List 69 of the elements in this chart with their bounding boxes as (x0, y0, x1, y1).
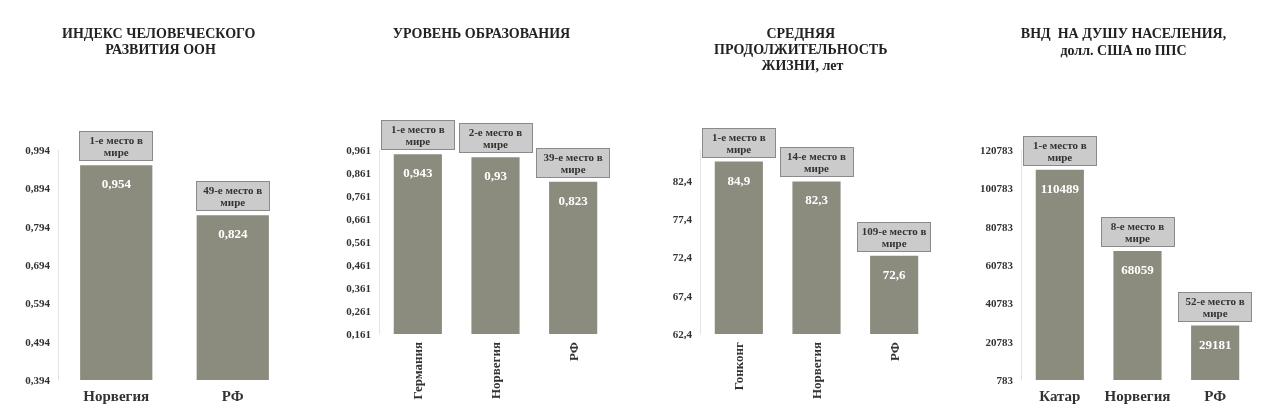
callout-box: 49-е место в мире (195, 181, 270, 212)
y-tick-label: 0,961 (346, 144, 371, 156)
bar (1113, 251, 1162, 380)
x-tick-label: Германия (410, 342, 426, 400)
y-tick-label: 0,261 (346, 305, 371, 317)
y-tick-label: 0,161 (346, 328, 371, 340)
callout-box: 2-е место в мире (458, 123, 533, 154)
y-tick-label: 0,494 (25, 335, 51, 348)
data-label: 0,823 (558, 192, 589, 208)
x-tick-label: Гонконг (731, 341, 747, 391)
data-label: 72,6 (882, 266, 907, 282)
callout-box: 39-е место в мире (536, 147, 611, 178)
data-label: 29181 (1198, 336, 1232, 352)
x-tick-label: Катар (1039, 387, 1081, 404)
data-label: 110489 (1040, 180, 1080, 196)
y-tick-label: 0,761 (346, 190, 371, 202)
y-tick-label: 0,994 (25, 144, 51, 156)
y-tick-label: 62,4 (672, 328, 693, 340)
y-tick-label: 0,561 (346, 236, 371, 248)
x-tick-label: Норвегия (488, 342, 503, 400)
chart-title: ВНД НА ДУШУ НАСЕЛЕНИЯ, (1020, 25, 1227, 41)
y-tick-label: 100783 (980, 182, 1014, 195)
chart-title: ИНДЕКС ЧЕЛОВЕЧЕСКОГО РАЗВИТИЯ ООН (62, 25, 259, 57)
y-tick-label: 60783 (985, 259, 1014, 271)
y-tick-label: 40783 (985, 297, 1014, 310)
callout-box: 1-е место в мире (1022, 135, 1097, 166)
callout-box: 52-е место в мире (1178, 291, 1253, 322)
y-tick-label: 0,394 (25, 374, 51, 386)
data-label: 84,9 (727, 172, 751, 188)
y-tick-label: 120783 (980, 144, 1014, 156)
y-tick-label: 0,794 (25, 220, 51, 233)
x-tick-label: РФ (565, 342, 581, 361)
y-tick-label: 82,4 (672, 174, 693, 187)
bar (1035, 169, 1084, 380)
x-tick-label: РФ (886, 342, 902, 361)
y-tick-label: 0,694 (25, 259, 51, 271)
chart-title: УРОВЕНЬ ОБРАЗОВАНИЯ (392, 25, 571, 41)
y-tick-label: 0,861 (346, 167, 371, 179)
y-tick-label: 0,361 (346, 282, 371, 294)
callout-box: 1-е место в мире (79, 131, 154, 162)
y-tick-label: 77,4 (672, 213, 693, 225)
callout-box: 109-е место в мире (857, 221, 932, 252)
x-tick-label: РФ (1204, 387, 1227, 404)
data-label: 82,3 (805, 192, 829, 208)
y-tick-label: 0,894 (25, 182, 51, 195)
data-label: 0,93 (484, 168, 508, 184)
chart-title: СРЕДНЯЯ ПРОДОЛЖИТЕЛЬНОСТЬ ЖИЗНИ, лет (714, 25, 891, 73)
y-tick-label: 67,4 (672, 289, 693, 302)
y-tick-label: 20783 (985, 335, 1014, 348)
chart-subtitle: долл. США по ППС (1060, 42, 1187, 58)
x-tick-label: Норвегия (1104, 387, 1171, 404)
y-tick-label: 0,461 (346, 259, 371, 271)
callout-box: 1-е место в мире (380, 120, 455, 151)
callout-box: 8-е место в мире (1100, 217, 1175, 248)
y-tick-label: 72,4 (672, 251, 693, 264)
data-label: 0,943 (403, 165, 433, 181)
y-tick-label: 80783 (985, 220, 1014, 233)
x-tick-label: Норвегия (83, 387, 150, 404)
callout-box: 1-е место в мире (701, 127, 776, 158)
x-tick-label: РФ (221, 387, 244, 404)
y-tick-label: 0,594 (25, 297, 51, 310)
bar (1191, 325, 1240, 380)
y-tick-label: 0,661 (346, 213, 371, 225)
callout-box: 14-е место в мире (779, 147, 854, 178)
y-tick-label: 783 (996, 374, 1014, 386)
x-tick-label: Норвегия (809, 342, 824, 400)
data-label: 0,954 (101, 176, 132, 192)
data-label: 68059 (1121, 262, 1155, 278)
data-label: 0,824 (218, 226, 248, 242)
